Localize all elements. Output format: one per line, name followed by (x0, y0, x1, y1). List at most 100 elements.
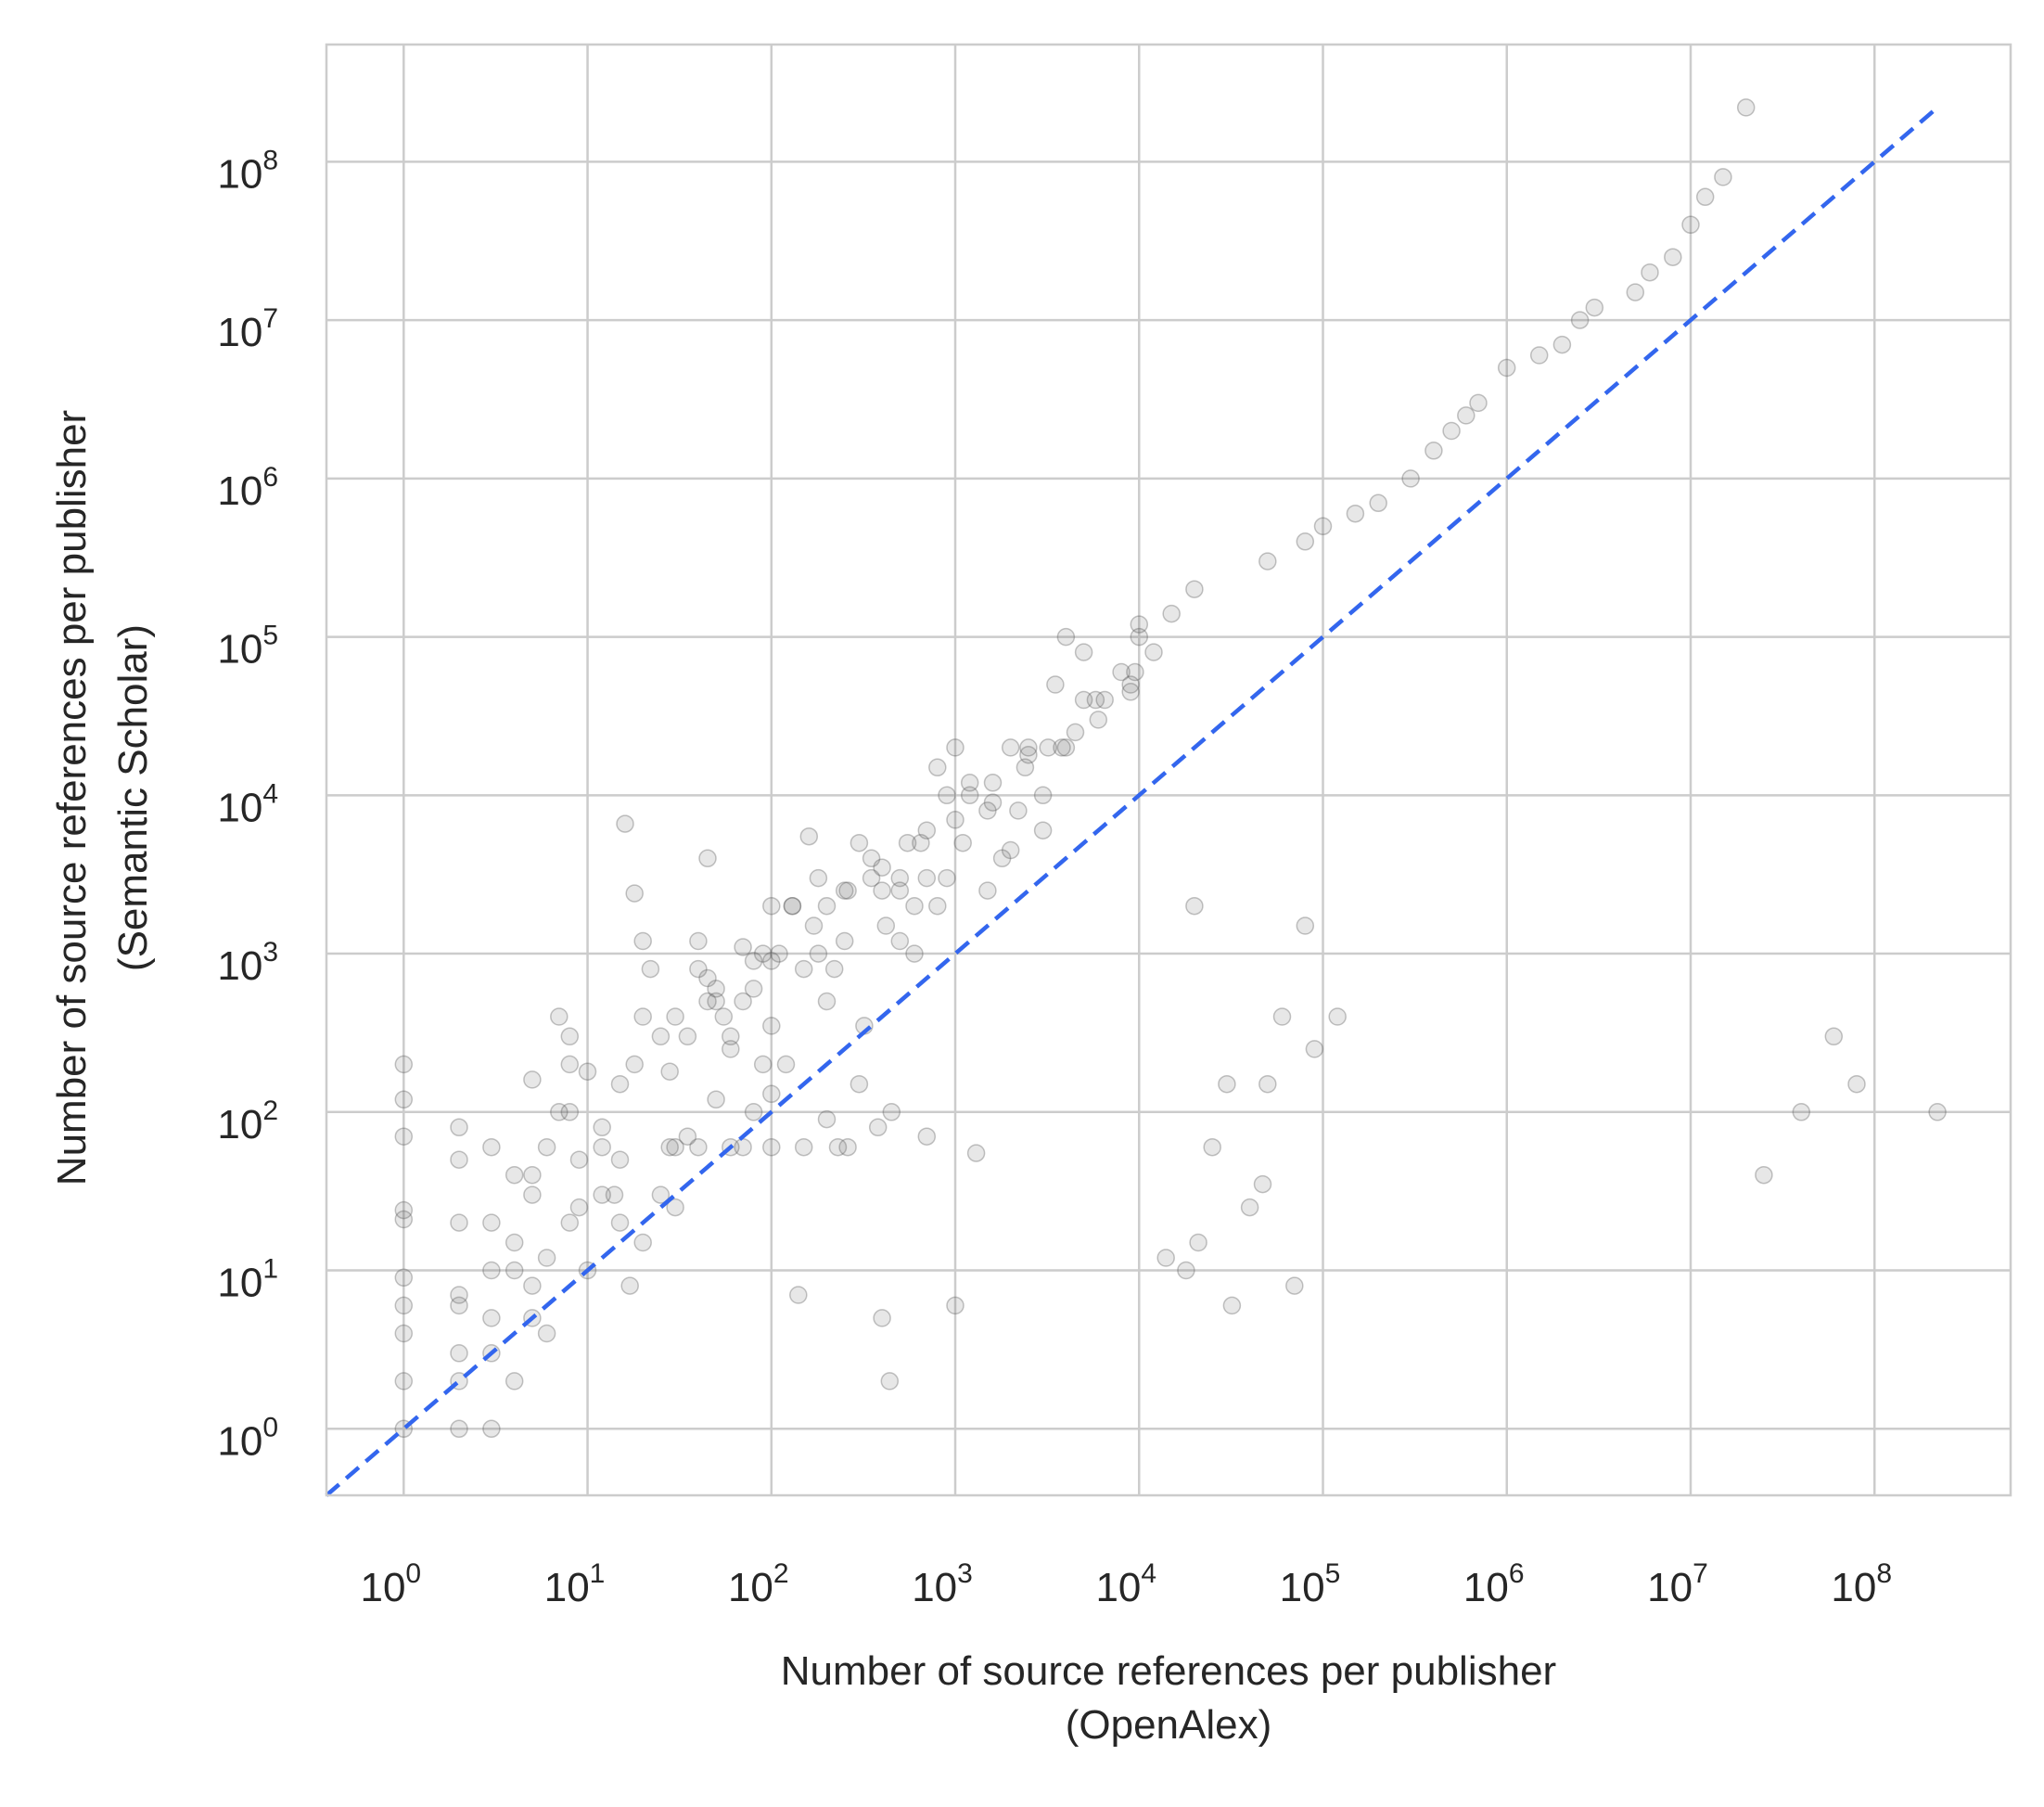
gridlines (326, 45, 2011, 1495)
data-point (960, 774, 979, 792)
data-point (1824, 1027, 1844, 1046)
data-point (569, 1198, 589, 1217)
data-point (689, 1137, 708, 1157)
data-point (978, 801, 997, 820)
data-point (1296, 532, 1315, 551)
data-point (783, 896, 802, 916)
x-tick-label: 104 (1095, 1558, 1156, 1610)
data-point (770, 944, 788, 963)
data-point (505, 1372, 524, 1390)
data-point (1258, 552, 1277, 570)
data-point (983, 793, 1003, 812)
data-point (1039, 738, 1057, 757)
data-point (890, 881, 910, 900)
data-point (1053, 738, 1071, 757)
data-point (1641, 263, 1659, 282)
data-point (1086, 690, 1105, 710)
data-point (1626, 283, 1645, 301)
data-point (482, 1213, 501, 1232)
data-point (450, 1118, 468, 1137)
data-point (1222, 1296, 1242, 1315)
data-point (550, 1007, 568, 1026)
data-point (776, 1055, 796, 1074)
data-point (394, 1090, 414, 1109)
y-tick-label: 101 (217, 1254, 278, 1306)
data-point (641, 959, 660, 979)
data-point (960, 786, 979, 805)
data-point (394, 1296, 414, 1315)
data-point (678, 1027, 697, 1046)
data-point (917, 1127, 937, 1146)
data-point (523, 1165, 542, 1185)
y-tick-label: 103 (217, 937, 278, 989)
data-point (1736, 98, 1756, 117)
data-point (593, 1185, 611, 1204)
data-point (523, 1070, 542, 1089)
data-point (744, 980, 763, 998)
data-point (1156, 1249, 1175, 1267)
data-point (523, 1185, 542, 1204)
data-point (707, 980, 725, 998)
data-point (1185, 896, 1204, 916)
data-point (651, 1027, 671, 1046)
y-tick-label: 105 (217, 621, 278, 673)
data-point (828, 1137, 848, 1157)
data-point (804, 916, 824, 935)
data-point (394, 1210, 414, 1229)
data-point (1016, 758, 1035, 777)
data-point (560, 1103, 580, 1121)
data-point (794, 1137, 813, 1157)
data-point (620, 1276, 639, 1295)
data-point (1272, 1007, 1292, 1026)
data-point (537, 1137, 556, 1157)
data-point (1346, 504, 1365, 523)
data-point (809, 944, 828, 963)
data-point (1847, 1074, 1866, 1094)
data-point (1112, 662, 1131, 682)
data-point (817, 1109, 837, 1129)
data-point (917, 821, 937, 839)
data-point (689, 931, 708, 951)
data-point (978, 881, 997, 900)
data-point (450, 1213, 468, 1232)
data-point (734, 992, 752, 1011)
data-point (1285, 1276, 1304, 1295)
data-point (1033, 821, 1053, 839)
data-point (890, 931, 910, 951)
x-axis-label-line1: Number of source references per publishe… (781, 1648, 1556, 1694)
data-point (794, 959, 813, 979)
y-tick-label: 108 (217, 145, 278, 197)
data-point (824, 959, 844, 979)
data-point (707, 1090, 725, 1109)
data-point (912, 833, 930, 852)
data-point (938, 868, 956, 888)
data-point (817, 896, 837, 916)
data-point (1019, 738, 1038, 757)
y-tick-label: 104 (217, 778, 278, 830)
data-point (753, 1055, 773, 1074)
plot-frame (325, 43, 2012, 1497)
data-point (898, 833, 917, 852)
reference-line (325, 106, 1939, 1497)
data-point (625, 884, 644, 903)
data-point (783, 896, 802, 916)
data-point (593, 1137, 611, 1157)
data-point (633, 1007, 652, 1026)
data-point (394, 1200, 414, 1220)
data-point (1401, 469, 1420, 488)
data-point (838, 1137, 857, 1157)
data-point (1177, 1261, 1195, 1280)
data-point (1046, 675, 1065, 694)
data-point (838, 881, 857, 900)
data-point (1928, 1103, 1947, 1121)
data-point (1162, 604, 1181, 623)
data-point (762, 896, 781, 916)
data-point (1792, 1103, 1811, 1121)
data-point (762, 1084, 781, 1104)
data-point (651, 1185, 671, 1204)
data-point (1218, 1074, 1236, 1094)
data-point (394, 1127, 414, 1146)
data-point (734, 938, 752, 956)
data-point (938, 786, 956, 805)
data-point (666, 1137, 684, 1157)
